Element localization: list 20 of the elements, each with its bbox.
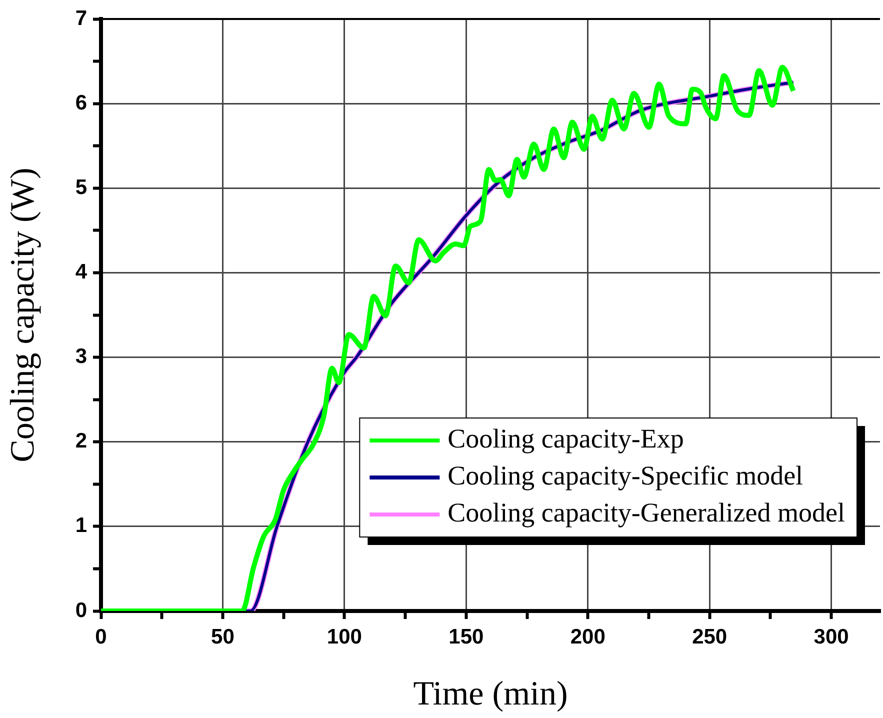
- y-tick-label: 3: [75, 345, 87, 368]
- y-tick-label: 4: [75, 260, 88, 284]
- y-tick-label: 2: [75, 430, 87, 453]
- x-tick-label: 200: [570, 625, 606, 648]
- x-tick-label: 50: [211, 625, 234, 648]
- y-tick-label: 0: [75, 598, 87, 622]
- x-tick-label: 0: [95, 625, 107, 648]
- legend-label: Cooling capacity-Exp: [448, 424, 684, 454]
- x-tick-label: 250: [692, 625, 728, 648]
- y-tick-label: 1: [75, 514, 88, 538]
- y-tick-label: 5: [75, 176, 88, 199]
- legend-label: Cooling capacity-Generalized model: [448, 498, 846, 528]
- x-tick-label: 150: [448, 625, 484, 648]
- x-tick-label: 100: [326, 625, 362, 648]
- y-axis-title: Cooling capacity (W): [4, 168, 42, 462]
- y-tick-label: 7: [75, 6, 87, 30]
- x-tick-label: 300: [814, 625, 849, 648]
- legend-label: Cooling capacity-Specific model: [448, 460, 804, 491]
- x-axis-title: Time (min): [413, 676, 568, 713]
- y-tick-label: 6: [75, 91, 87, 114]
